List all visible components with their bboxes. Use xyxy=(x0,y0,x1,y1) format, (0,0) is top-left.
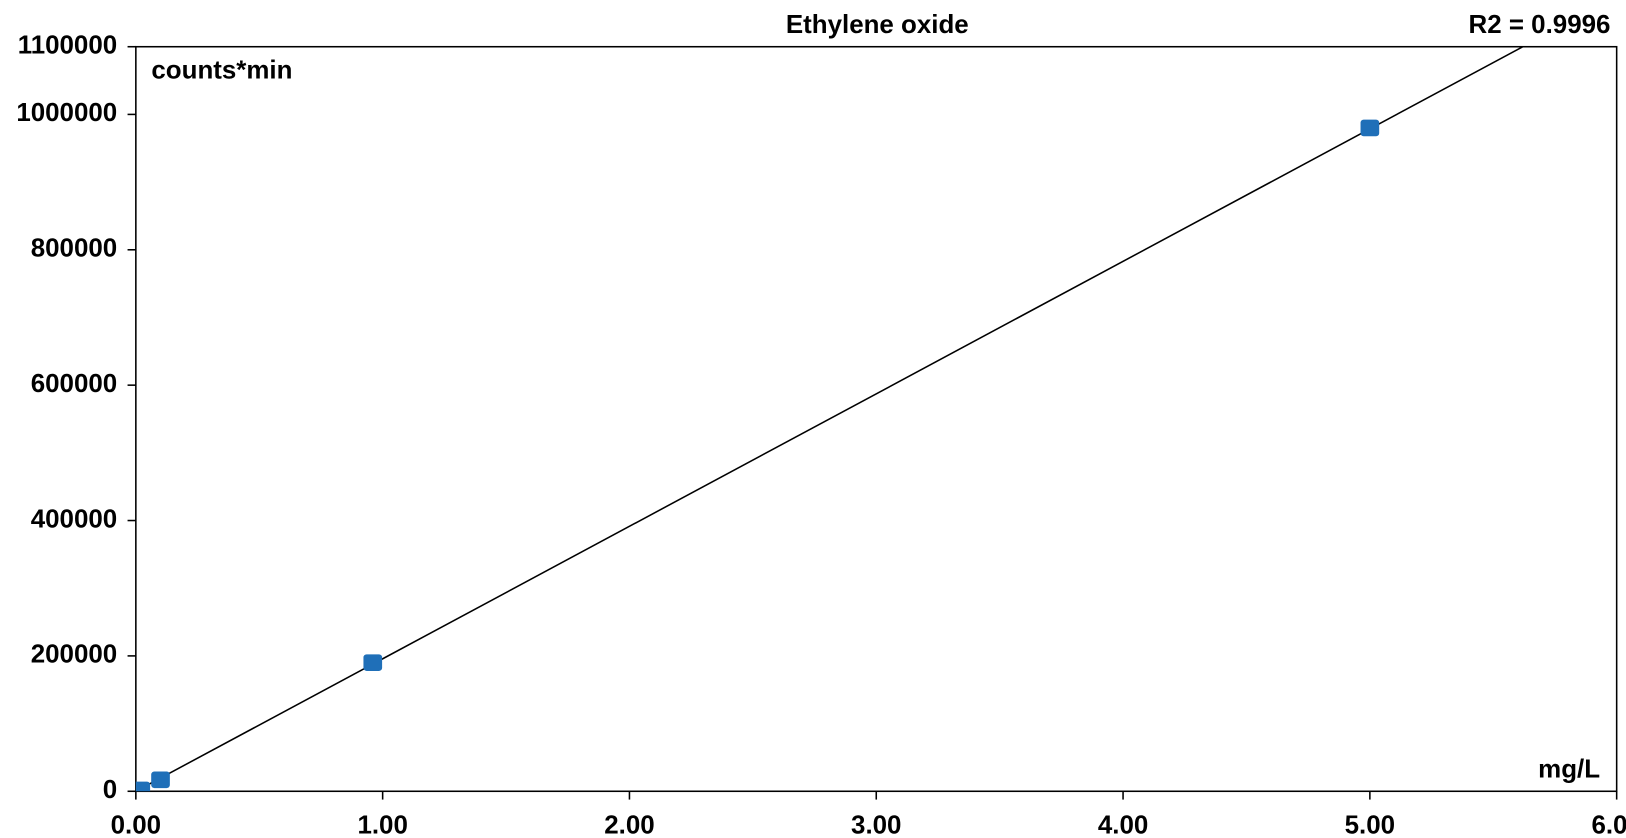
y-tick-label: 600000 xyxy=(31,370,117,398)
x-tick-label: 1.00 xyxy=(357,811,407,838)
y-tick-label: 200000 xyxy=(31,641,117,669)
chart-title: Ethylene oxide xyxy=(786,11,969,39)
data-point xyxy=(1360,119,1380,137)
annotation: R2 = 0.9996 xyxy=(1469,11,1611,39)
y-tick-label: 0 xyxy=(103,776,117,804)
y-tick-label: 800000 xyxy=(31,235,117,263)
x-axis-label: mg/L xyxy=(1538,755,1600,783)
x-tick-label: 6.00 xyxy=(1591,811,1626,838)
plot-frame xyxy=(135,45,1618,793)
x-tick-label: 0.00 xyxy=(111,811,161,838)
x-tick-label: 3.00 xyxy=(851,811,901,838)
x-tick-label: 4.00 xyxy=(1098,811,1148,838)
y-tick-label: 1100000 xyxy=(18,32,117,60)
x-tick-label: 5.00 xyxy=(1345,811,1395,838)
data-point xyxy=(151,771,170,789)
data-point xyxy=(135,781,151,792)
y-tick-label: 1000000 xyxy=(16,99,117,127)
data-point xyxy=(363,654,383,671)
x-tick-label: 2.00 xyxy=(604,811,654,838)
y-axis-label: counts*min xyxy=(151,56,292,84)
fit-line xyxy=(135,46,1524,792)
y-tick-label: 400000 xyxy=(31,505,117,533)
